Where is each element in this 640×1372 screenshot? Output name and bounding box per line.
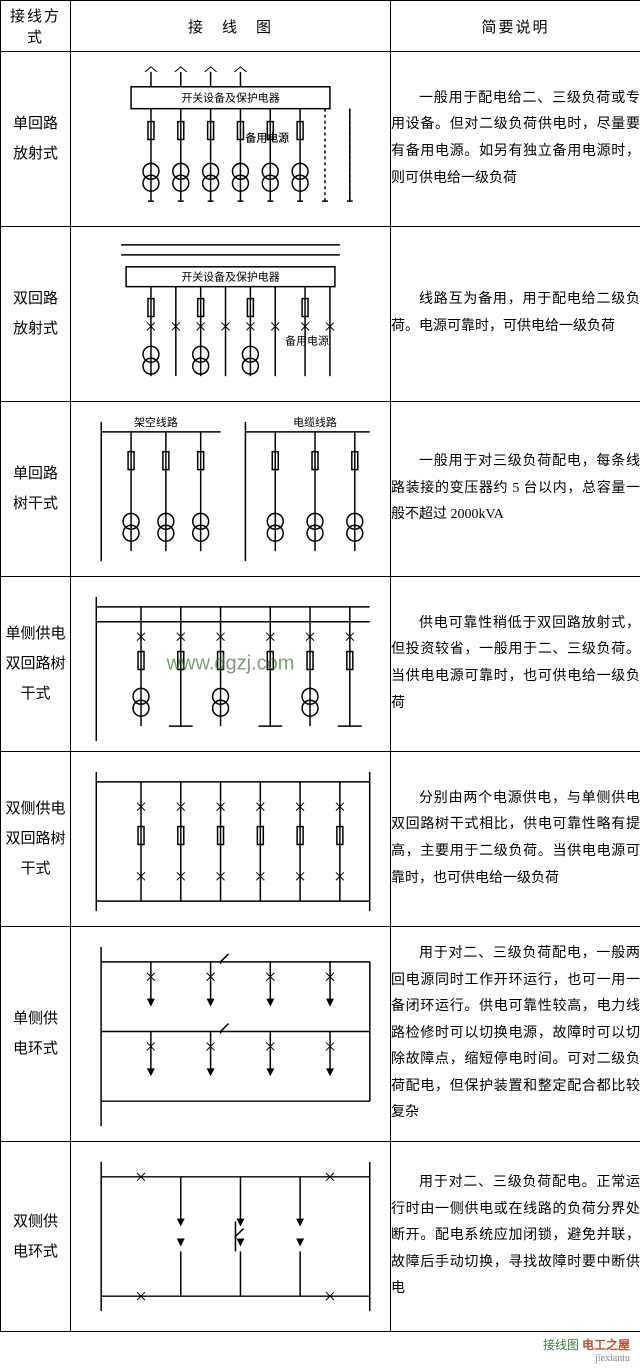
table-row: 双侧供电环式 用于对二、三级负荷配电。正常运行时由一侧供电或在线路的负荷分界处断开… — [1, 1142, 640, 1332]
table-row: 单回路放射式开关设备及保护电器备用电源备用电源一般用于配电给二、三级负荷或专用设… — [1, 52, 640, 227]
svg-text:架空线路: 架空线路 — [134, 415, 178, 429]
footer-text1: 接线图 — [543, 1338, 579, 1352]
diagram-cell: 开关设备及保护电器备用电源 — [71, 227, 391, 402]
method-cell: 单侧供电环式 — [1, 927, 71, 1142]
method-cell: 单侧供电双回路树干式 — [1, 577, 71, 752]
method-cell: 双侧供电环式 — [1, 1142, 71, 1332]
footer-sub: jiexiantu — [0, 1353, 630, 1364]
desc-cell: 用于对二、三级负荷配电。正常运行时由一侧供电或在线路的负荷分界处断开。配电系统应… — [391, 1142, 640, 1332]
header-row: 接线方式 接 线 图 简要说明 — [1, 1, 640, 52]
desc-cell: 一般用于对三级负荷配电，每条线路装接的变压器约 5 台以内，总容量一般不超过 2… — [391, 402, 640, 577]
desc-cell: 线路互为备用，用于配电给二级负荷。电源可靠时，可供电给一级负荷 — [391, 227, 640, 402]
header-method: 接线方式 — [1, 1, 71, 52]
svg-text:电缆线路: 电缆线路 — [293, 415, 337, 429]
desc-cell: 供电可靠性稍低于双回路放射式，但投资较省，一般用于二、三级负荷。当供电电源可靠时… — [391, 577, 640, 752]
diagram-cell: www.dgzj.com — [71, 577, 391, 752]
svg-text:开关设备及保护电器: 开关设备及保护电器 — [181, 91, 279, 105]
method-cell: 单回路放射式 — [1, 52, 71, 227]
svg-text:备用电源: 备用电源 — [285, 333, 329, 347]
diagram-cell: 开关设备及保护电器备用电源备用电源 — [71, 52, 391, 227]
desc-cell: 一般用于配电给二、三级负荷或专用设备。但对二级负荷供电时，尽量要有备用电源。如另… — [391, 52, 640, 227]
header-desc: 简要说明 — [391, 1, 640, 52]
diagram-cell — [71, 927, 391, 1142]
desc-cell: 分别由两个电源供电，与单侧供电双回路树干式相比，供电可靠性略有提高，主要用于二级… — [391, 752, 640, 927]
footer-text2: 电工之屋 — [582, 1338, 630, 1352]
header-diagram: 接 线 图 — [71, 1, 391, 52]
diagram-cell: 架空线路 电缆线路 — [71, 402, 391, 577]
diagram-cell — [71, 752, 391, 927]
method-cell: 双回路放射式 — [1, 227, 71, 402]
table-row: 单侧供电双回路树干式www.dgzj.com供电可靠性稍低于双回路放射式，但投资… — [1, 577, 640, 752]
method-cell: 单回路树干式 — [1, 402, 71, 577]
table-row: 单侧供电环式 用于对二、三级负荷配电，一般两回电源同时工作开环运行，也可一用一备闭… — [1, 927, 640, 1142]
footer: 接线图 电工之屋 jiexiantu — [0, 1332, 640, 1372]
table-row: 单回路树干式 架空线路 电缆线路 一般用于对三级负荷配电，每条线路装接的变压器约 5 … — [1, 402, 640, 577]
table-row: 双侧供电双回路树干式 分别由两个电源供电，与单侧供电双回路树干式相比，供电可靠性略… — [1, 752, 640, 927]
method-cell: 双侧供电双回路树干式 — [1, 752, 71, 927]
table-row: 双回路放射式开关设备及保护电器备用电源线路互为备用，用于配电给二级负荷。电源可靠… — [1, 227, 640, 402]
svg-text:开关设备及保护电器: 开关设备及保护电器 — [181, 270, 279, 284]
diagram-cell — [71, 1142, 391, 1332]
wiring-table: 接线方式 接 线 图 简要说明 单回路放射式开关设备及保护电器备用电源备用电源一… — [0, 0, 640, 1332]
desc-cell: 用于对二、三级负荷配电，一般两回电源同时工作开环运行，也可一用一备闭环运行。供电… — [391, 927, 640, 1142]
